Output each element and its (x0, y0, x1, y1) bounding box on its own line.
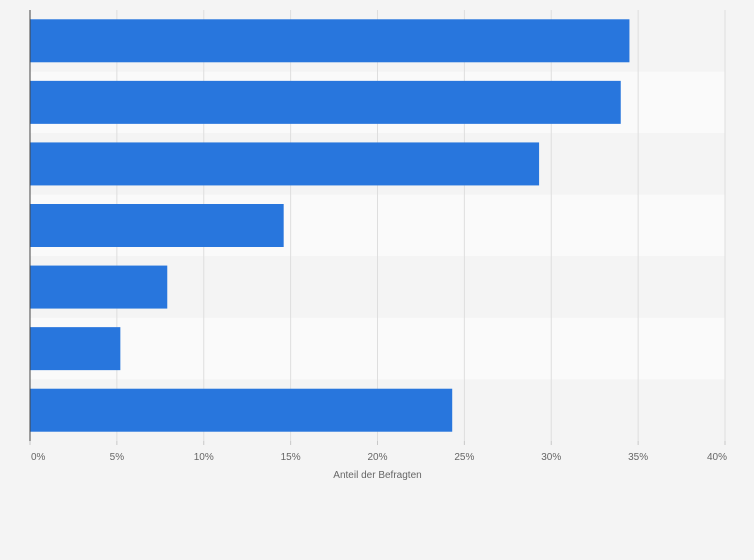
bar[interactable] (30, 204, 284, 247)
bar[interactable] (30, 142, 540, 186)
x-tick-label: 20% (367, 452, 387, 463)
x-tick-label: 30% (541, 452, 561, 463)
x-tick-label: 35% (628, 452, 648, 463)
x-tick-label: 25% (454, 452, 474, 463)
x-axis-title: Anteil der Befragten (333, 470, 421, 481)
x-tick-label: 15% (281, 452, 301, 463)
bar[interactable] (30, 80, 621, 124)
x-tick-label: 10% (194, 452, 214, 463)
bar[interactable] (30, 19, 630, 63)
bars (30, 19, 630, 432)
x-tick-label: 0% (31, 452, 46, 463)
bar[interactable] (30, 327, 121, 371)
bar[interactable] (30, 265, 168, 309)
x-tick-label: 40% (707, 452, 727, 463)
bar[interactable] (30, 388, 453, 432)
x-tick-label: 5% (110, 452, 125, 463)
x-axis-ticks: 0% 5% 10% 15% 20% 25% 30% 35% 40% (29, 441, 727, 463)
